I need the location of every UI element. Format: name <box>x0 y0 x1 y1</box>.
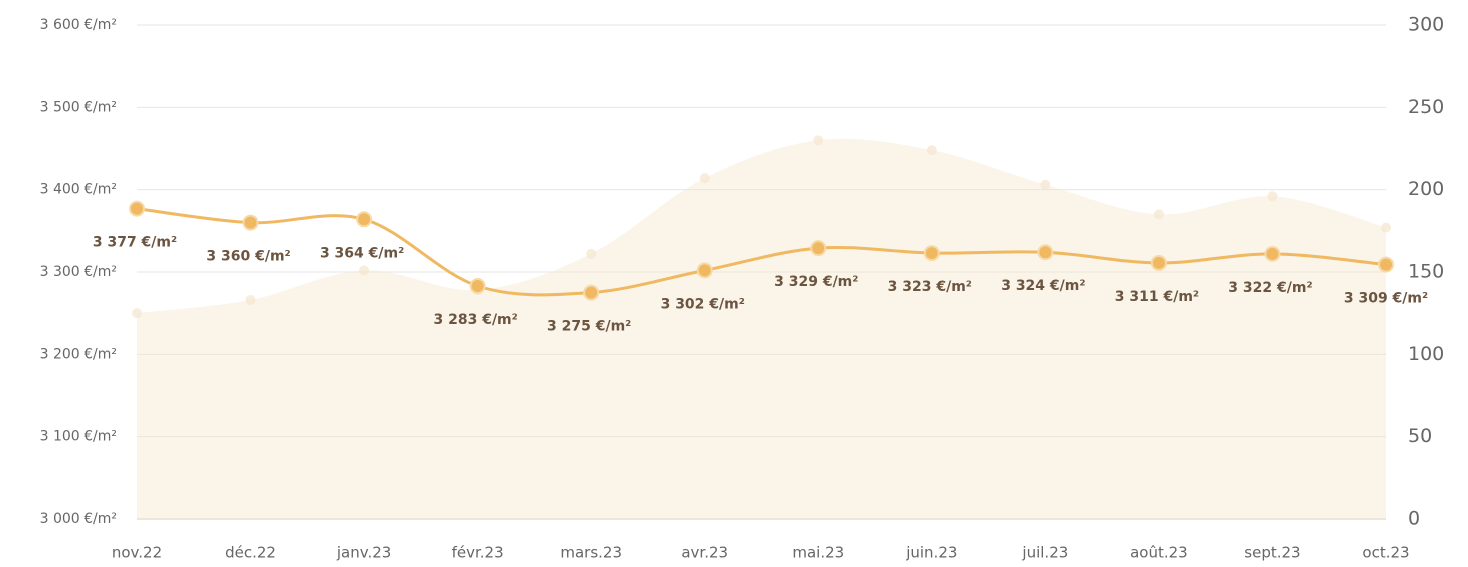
point <box>583 284 600 301</box>
y-tick-label: 3 200 €/m² <box>40 346 117 362</box>
x-tick-label: mars.23 <box>560 544 622 562</box>
x-tick-label: avr.23 <box>681 544 728 562</box>
area-point <box>1267 191 1278 202</box>
point <box>469 277 486 294</box>
data-label: 3 377 €/m² <box>93 235 177 251</box>
y2-tick-label: 300 <box>1408 14 1444 36</box>
point <box>1264 245 1281 262</box>
y-tick-label: 3 000 €/m² <box>40 511 117 527</box>
data-label: 3 322 €/m² <box>1228 280 1312 296</box>
x-tick-label: mai.23 <box>792 544 844 562</box>
point <box>1150 254 1167 271</box>
data-label: 3 311 €/m² <box>1115 289 1199 305</box>
x-tick-label: sept.23 <box>1244 544 1300 562</box>
x-tick-label: juil.23 <box>1021 544 1068 562</box>
y2-tick-label: 200 <box>1408 178 1444 200</box>
point <box>810 240 827 257</box>
area-point <box>1381 222 1391 233</box>
data-label: 3 360 €/m² <box>206 249 290 265</box>
data-label: 3 364 €/m² <box>320 245 404 261</box>
data-label: 3 302 €/m² <box>661 296 745 312</box>
point <box>923 245 940 262</box>
area-point <box>132 308 142 319</box>
area-point <box>359 265 370 276</box>
area-point <box>699 173 710 184</box>
y-tick-label: 3 100 €/m² <box>40 429 117 445</box>
data-label: 3 323 €/m² <box>888 279 972 295</box>
x-tick-label: oct.23 <box>1362 544 1409 562</box>
point <box>129 200 145 217</box>
x-tick-label: févr.23 <box>452 544 504 562</box>
area-point <box>926 145 937 156</box>
y2-tick-label: 150 <box>1408 261 1444 283</box>
y2-tick-label: 50 <box>1408 425 1432 447</box>
area-point <box>586 248 597 259</box>
data-label: 3 283 €/m² <box>433 312 517 328</box>
point <box>242 214 259 231</box>
y2-tick-label: 0 <box>1408 508 1420 530</box>
point <box>696 262 713 279</box>
x-tick-label: nov.22 <box>112 544 162 562</box>
line <box>136 207 1387 297</box>
point <box>356 211 373 228</box>
y-tick-label: 3 400 €/m² <box>40 182 117 198</box>
point <box>1037 244 1054 261</box>
y2-tick-label: 250 <box>1408 96 1444 118</box>
y-tick-label: 3 300 €/m² <box>40 264 117 280</box>
x-tick-label: janv.23 <box>336 544 391 562</box>
area <box>137 138 1386 519</box>
x-tick-label: août.23 <box>1130 544 1188 562</box>
y-tick-label: 3 600 €/m² <box>40 17 117 33</box>
y-tick-label: 3 500 €/m² <box>40 99 117 115</box>
x-tick-label: déc.22 <box>225 544 276 562</box>
data-label: 3 275 €/m² <box>547 319 631 335</box>
x-tick-label: juin.23 <box>905 544 957 562</box>
data-label: 3 329 €/m² <box>774 274 858 290</box>
y2-tick-label: 100 <box>1408 343 1444 365</box>
point <box>1378 256 1394 273</box>
area-point <box>813 135 824 146</box>
data-label: 3 309 €/m² <box>1344 291 1428 307</box>
data-label: 3 324 €/m² <box>1001 278 1085 294</box>
area-point <box>1153 209 1164 220</box>
area-point <box>245 294 256 305</box>
area-point <box>1040 179 1051 190</box>
